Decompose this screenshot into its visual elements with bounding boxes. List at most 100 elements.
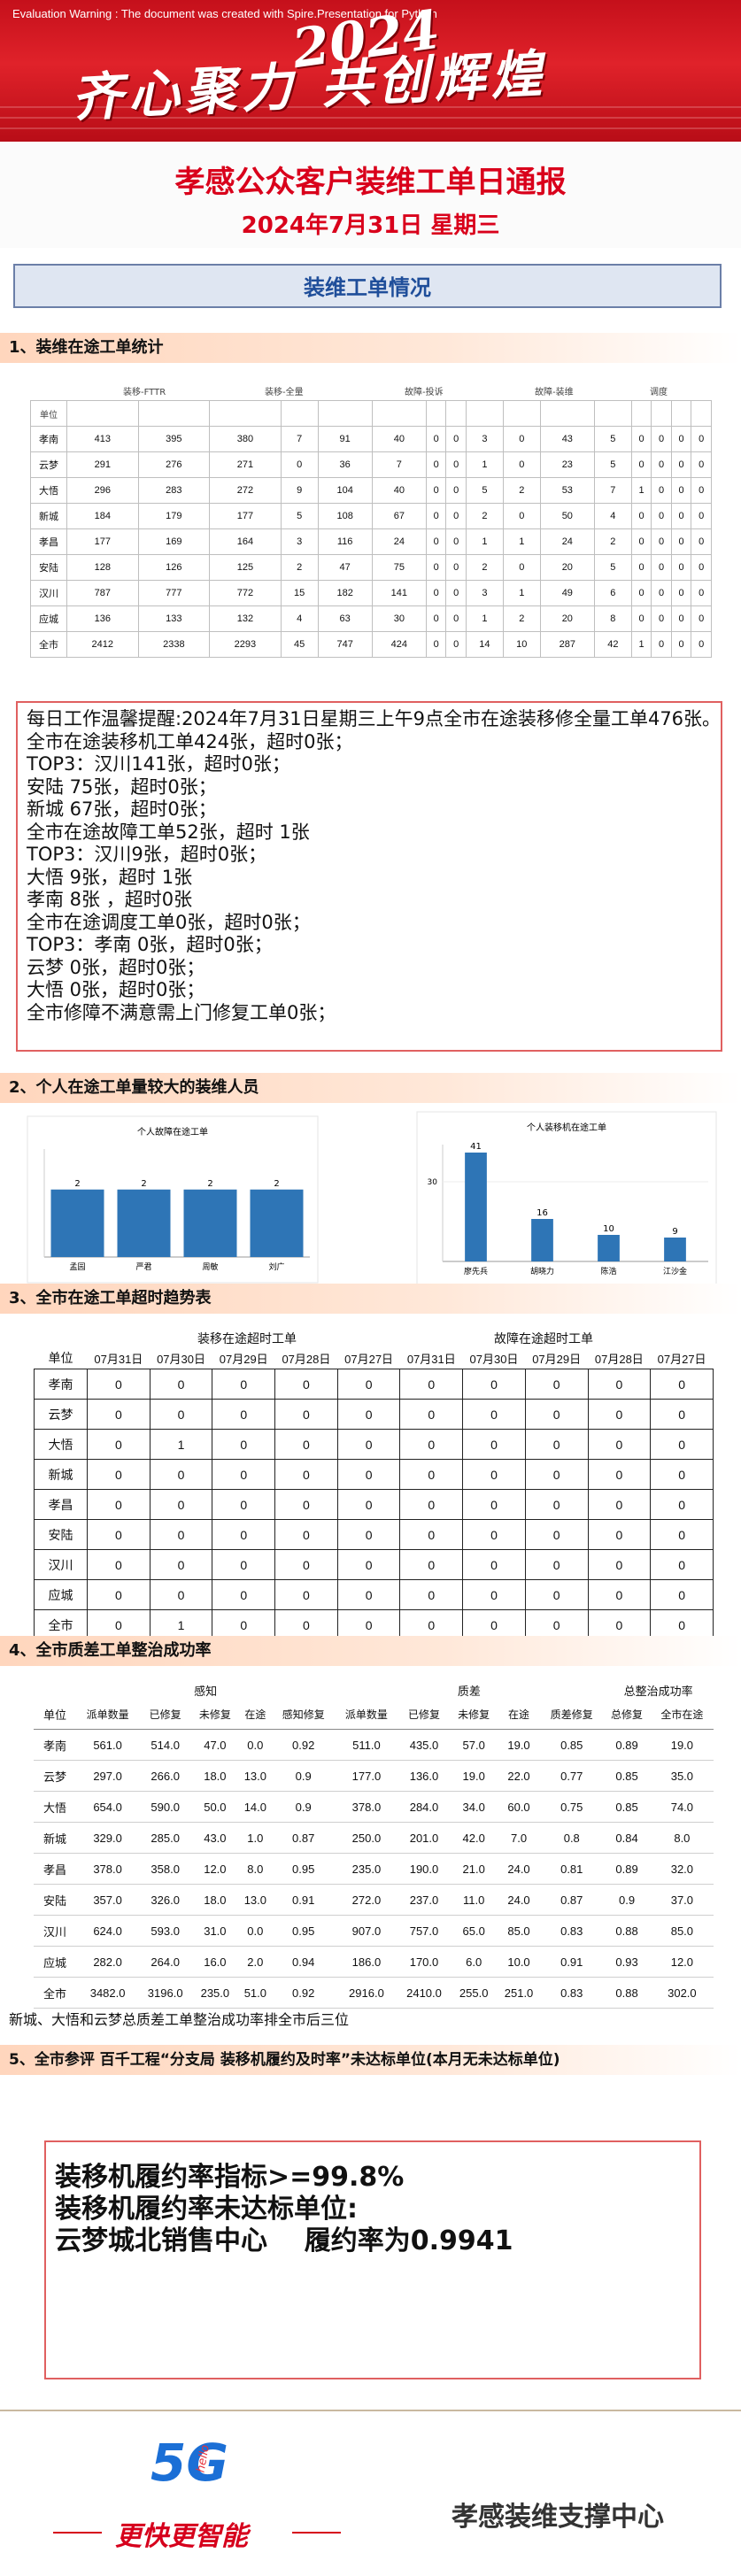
5g-logo: 5G hello <box>151 2433 230 2503</box>
value-cell: 31.0 <box>191 1915 239 1947</box>
value-cell: 511.0 <box>335 1729 398 1761</box>
reminder-line: 大悟 0张，超时0张； <box>27 979 205 1000</box>
data-label: 9 <box>672 1227 677 1237</box>
unit-cell: 大悟 <box>34 1791 76 1823</box>
value-cell: 0.85 <box>603 1760 651 1792</box>
column-header <box>630 400 652 427</box>
value-cell: 177 <box>66 528 139 555</box>
unit-cell: 孝南 <box>34 1729 76 1761</box>
value-cell: 182 <box>317 580 373 606</box>
value-cell: 0.8 <box>540 1822 604 1854</box>
value-cell: 296 <box>66 477 139 504</box>
value-cell: 5 <box>465 477 504 504</box>
value-cell: 9 <box>280 477 319 504</box>
bar <box>50 1189 104 1257</box>
fulfillment-line: 装移机履约率未达标单位: <box>55 2194 358 2225</box>
fulfillment-box: 装移机履约率指标>=99.8% 装移机履约率未达标单位: 云梦城北销售中心 履约… <box>44 2140 701 2379</box>
value-cell: 0 <box>87 1459 151 1490</box>
value-cell: 0 <box>87 1549 151 1580</box>
value-cell: 0 <box>650 1459 714 1490</box>
column-header <box>502 400 541 427</box>
value-cell: 133 <box>137 605 211 632</box>
x-tick-label: 刘广 <box>268 1261 284 1272</box>
value-cell: 0 <box>587 1459 652 1490</box>
value-cell: 0 <box>524 1399 589 1430</box>
value-cell: 3 <box>280 528 319 555</box>
value-cell: 757.0 <box>398 1915 451 1947</box>
value-cell: 2293 <box>209 631 282 658</box>
value-cell: 0.81 <box>540 1853 604 1885</box>
value-cell: 177.0 <box>335 1760 398 1792</box>
reminder-line: 孝南 8张 ，超时0张 <box>27 889 193 910</box>
table-row: 安陆 128 126 125 2 47 75 0 0 2 0 20 5 0 0 0 0 <box>30 554 712 581</box>
value-cell: 0 <box>691 477 712 504</box>
value-cell: 2410.0 <box>398 1977 451 2009</box>
value-cell: 0 <box>462 1549 526 1580</box>
value-cell: 40 <box>371 477 427 504</box>
bar <box>183 1189 237 1257</box>
report-title: 孝感公众客户装维工单日通报 <box>174 165 567 200</box>
value-cell: 0 <box>425 631 447 658</box>
value-cell: 413 <box>66 426 139 452</box>
trend-table: 单位 07月31日 07月30日 07月29日 07月28日 07月27日 07月31日 07… <box>34 1347 714 1640</box>
value-cell: 0 <box>524 1489 589 1520</box>
column-header <box>137 400 211 427</box>
table-row: 新城 0 0 0 0 0 0 0 0 0 0 <box>34 1459 714 1490</box>
value-cell: 251.0 <box>497 1977 541 2009</box>
value-cell: 0 <box>212 1459 276 1490</box>
value-cell: 3 <box>465 426 504 452</box>
table-row: 安陆 357.0 326.0 18.0 13.0 0.91 272.0 237.0 11.0 24… <box>34 1884 714 1916</box>
value-cell: 1 <box>630 631 652 658</box>
value-cell: 0 <box>691 528 712 555</box>
value-cell: 18.0 <box>191 1884 239 1916</box>
value-cell: 2.0 <box>238 1946 273 1978</box>
value-cell: 37.0 <box>650 1884 714 1916</box>
table-row: 大悟 296 283 272 9 104 40 0 0 5 2 53 7 1 0 0 0 <box>30 477 712 504</box>
value-cell: 266.0 <box>139 1760 192 1792</box>
value-cell: 0 <box>149 1489 213 1520</box>
unit-cell: 安陆 <box>30 554 67 581</box>
value-cell: 0 <box>425 554 447 581</box>
value-cell: 35.0 <box>650 1760 714 1792</box>
value-cell: 0 <box>630 528 652 555</box>
date-header: 07月31日 <box>94 1352 143 1366</box>
date-header: 07月29日 <box>219 1352 268 1366</box>
value-cell: 0 <box>462 1579 526 1610</box>
value-cell: 1 <box>465 605 504 632</box>
value-cell: 0 <box>445 605 467 632</box>
value-cell: 0 <box>651 580 672 606</box>
value-cell: 0 <box>502 503 541 529</box>
value-cell: 51.0 <box>238 1977 273 2009</box>
value-cell: 0 <box>212 1609 276 1640</box>
value-cell: 0 <box>212 1489 276 1520</box>
value-cell: 0 <box>524 1459 589 1490</box>
unit-cell: 新城 <box>34 1822 76 1854</box>
value-cell: 0 <box>280 451 319 478</box>
value-cell: 0.84 <box>603 1822 651 1854</box>
value-cell: 0 <box>651 631 672 658</box>
value-cell: 24.0 <box>497 1884 541 1916</box>
value-cell: 0 <box>651 554 672 581</box>
value-cell: 283 <box>137 477 211 504</box>
value-cell: 0 <box>630 426 652 452</box>
column-header: 派单数量 <box>76 1699 140 1730</box>
value-cell: 424 <box>371 631 427 658</box>
reminder-line: 全市在途装移机工单424张，超时0张； <box>27 730 353 752</box>
value-cell: 0 <box>524 1519 589 1550</box>
value-cell: 0 <box>650 1519 714 1550</box>
table-row: 安陆 0 0 0 0 0 0 0 0 0 0 <box>34 1519 714 1550</box>
value-cell: 0 <box>336 1549 401 1580</box>
value-cell: 1 <box>630 477 652 504</box>
column-header <box>465 400 504 427</box>
value-cell: 302.0 <box>650 1977 714 2009</box>
unit-cell: 大悟 <box>34 1429 88 1460</box>
chart-title: 个人装移机在途工单 <box>527 1122 606 1133</box>
value-cell: 0.83 <box>540 1915 604 1947</box>
date-header: 07月28日 <box>594 1352 644 1366</box>
value-cell: 0 <box>587 1399 652 1430</box>
unit-header: 单位 <box>48 1351 73 1365</box>
value-cell: 0 <box>336 1429 401 1460</box>
value-cell: 329.0 <box>76 1822 140 1854</box>
value-cell: 0.77 <box>540 1760 604 1792</box>
y-tick-label: 30 <box>428 1178 438 1187</box>
